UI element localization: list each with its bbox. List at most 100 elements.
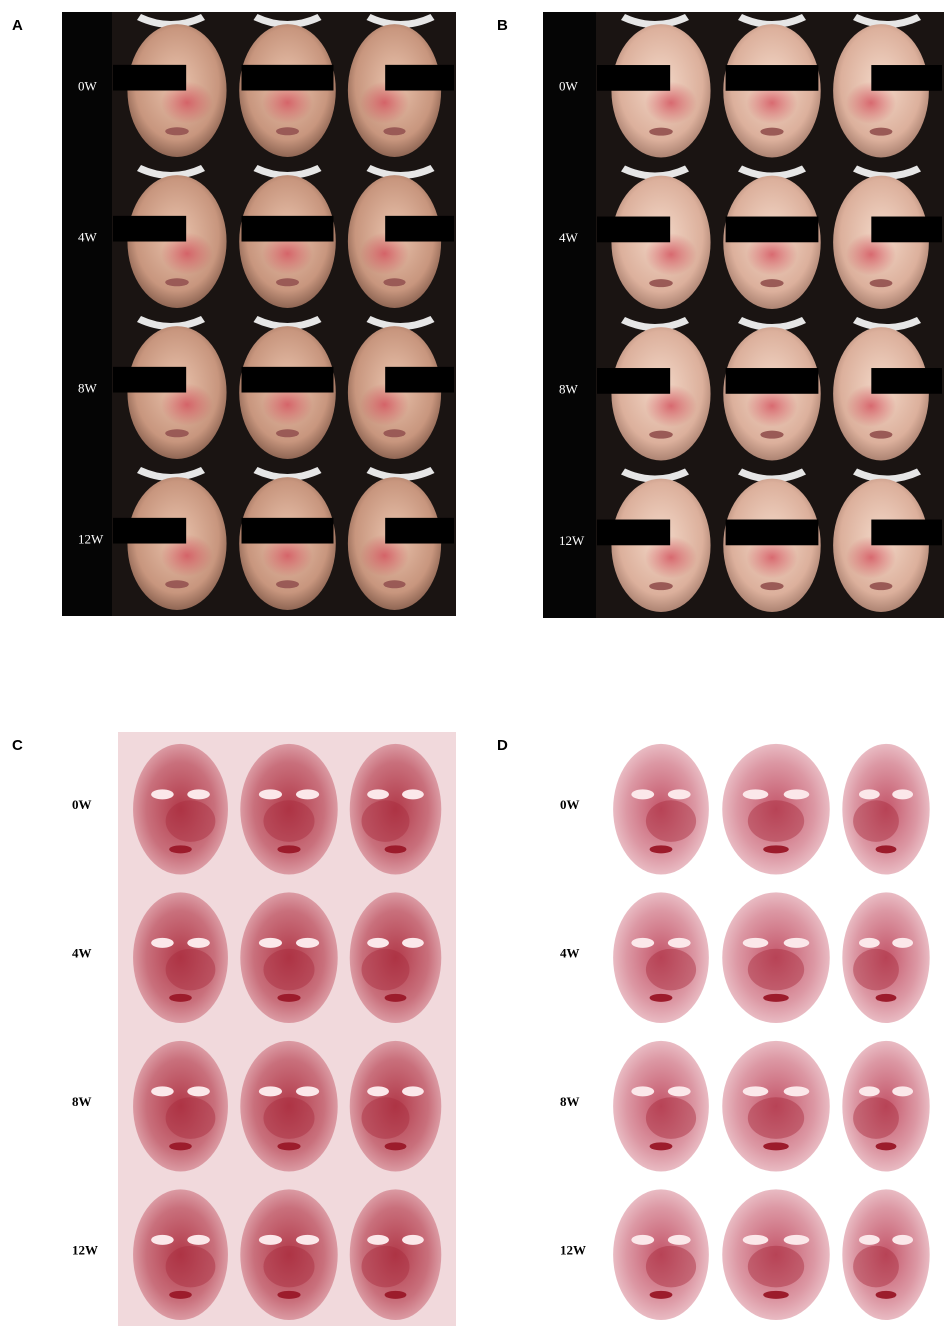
cheek xyxy=(746,81,798,125)
cheek xyxy=(645,384,697,428)
cheek xyxy=(645,536,697,579)
eye xyxy=(783,937,810,948)
face xyxy=(842,1040,930,1172)
headrest xyxy=(137,165,205,179)
face xyxy=(722,1189,830,1321)
mouth xyxy=(276,278,299,287)
eye xyxy=(667,937,691,948)
eye-mask xyxy=(871,65,942,91)
eye-mask xyxy=(241,366,334,393)
cheek xyxy=(361,948,410,991)
eye xyxy=(367,937,389,948)
mouth xyxy=(383,429,406,438)
mouth xyxy=(875,993,897,1002)
eye xyxy=(742,1234,769,1245)
eye xyxy=(187,1234,210,1245)
cheek xyxy=(845,81,897,125)
mouth xyxy=(760,279,784,288)
mouth xyxy=(384,1290,407,1299)
cheek xyxy=(645,1097,697,1139)
mouth xyxy=(760,582,784,591)
face xyxy=(133,1189,228,1321)
cheek xyxy=(360,81,409,124)
face xyxy=(722,892,830,1024)
headrest xyxy=(853,468,921,483)
mouth xyxy=(384,845,407,854)
mouth xyxy=(649,845,673,854)
eye xyxy=(402,1234,424,1245)
cheek xyxy=(263,800,315,842)
week-label: 12W xyxy=(559,533,585,548)
eye-mask xyxy=(597,368,671,394)
cheek xyxy=(853,800,899,842)
eye xyxy=(892,789,914,800)
headrest xyxy=(253,316,322,330)
eye xyxy=(258,1086,283,1097)
cheek xyxy=(853,1245,899,1288)
eye xyxy=(742,1086,769,1097)
mouth xyxy=(276,429,299,438)
headrest xyxy=(738,468,806,483)
face xyxy=(240,892,338,1024)
week-label: 0W xyxy=(72,797,92,812)
cheek xyxy=(262,534,313,577)
eye xyxy=(631,937,655,948)
cheek xyxy=(361,800,410,842)
mouth xyxy=(169,1142,192,1151)
mouth xyxy=(869,127,893,136)
week-label: 0W xyxy=(78,78,98,93)
eye xyxy=(402,1086,424,1097)
headrest xyxy=(137,467,205,481)
eye-mask xyxy=(597,216,671,243)
eye xyxy=(892,1234,914,1245)
eye-mask xyxy=(241,215,334,242)
cheek xyxy=(165,1245,216,1288)
cheek xyxy=(263,1245,315,1288)
mouth xyxy=(649,1290,673,1299)
headrest xyxy=(366,14,435,28)
eye xyxy=(151,937,174,948)
eye xyxy=(858,1234,880,1245)
eye-mask xyxy=(113,64,187,91)
cheek xyxy=(747,1245,805,1288)
eye xyxy=(631,1086,655,1097)
headrest xyxy=(253,467,322,481)
cheek xyxy=(645,233,697,276)
eye xyxy=(258,937,283,948)
eye-mask xyxy=(725,216,819,243)
eye-mask xyxy=(871,519,942,546)
cheek xyxy=(645,1245,697,1288)
cheek xyxy=(845,233,897,276)
eye xyxy=(367,1234,389,1245)
cheek xyxy=(845,384,897,428)
face xyxy=(133,743,228,875)
headrest xyxy=(738,317,806,331)
mouth xyxy=(649,279,673,288)
mouth xyxy=(869,430,893,439)
headrest xyxy=(366,165,435,179)
face xyxy=(349,1040,442,1172)
eye xyxy=(742,789,769,800)
mouth xyxy=(169,845,192,854)
headrest xyxy=(621,468,689,483)
face xyxy=(842,892,930,1024)
cheek xyxy=(263,948,315,991)
face xyxy=(613,892,709,1024)
mouth xyxy=(760,430,784,439)
cheek xyxy=(361,1097,410,1139)
face xyxy=(133,1040,228,1172)
eye-mask xyxy=(385,366,454,393)
face xyxy=(240,1189,338,1321)
headrest xyxy=(137,14,205,28)
mouth xyxy=(763,845,789,854)
mouth xyxy=(649,430,673,439)
panel-label: B xyxy=(497,17,508,34)
face xyxy=(842,1189,930,1321)
cheek xyxy=(262,232,313,275)
week-label: 12W xyxy=(560,1243,586,1258)
eye xyxy=(892,937,914,948)
mouth xyxy=(276,580,299,589)
cheek xyxy=(746,233,798,276)
eye xyxy=(858,1086,880,1097)
mouth xyxy=(763,1142,789,1151)
